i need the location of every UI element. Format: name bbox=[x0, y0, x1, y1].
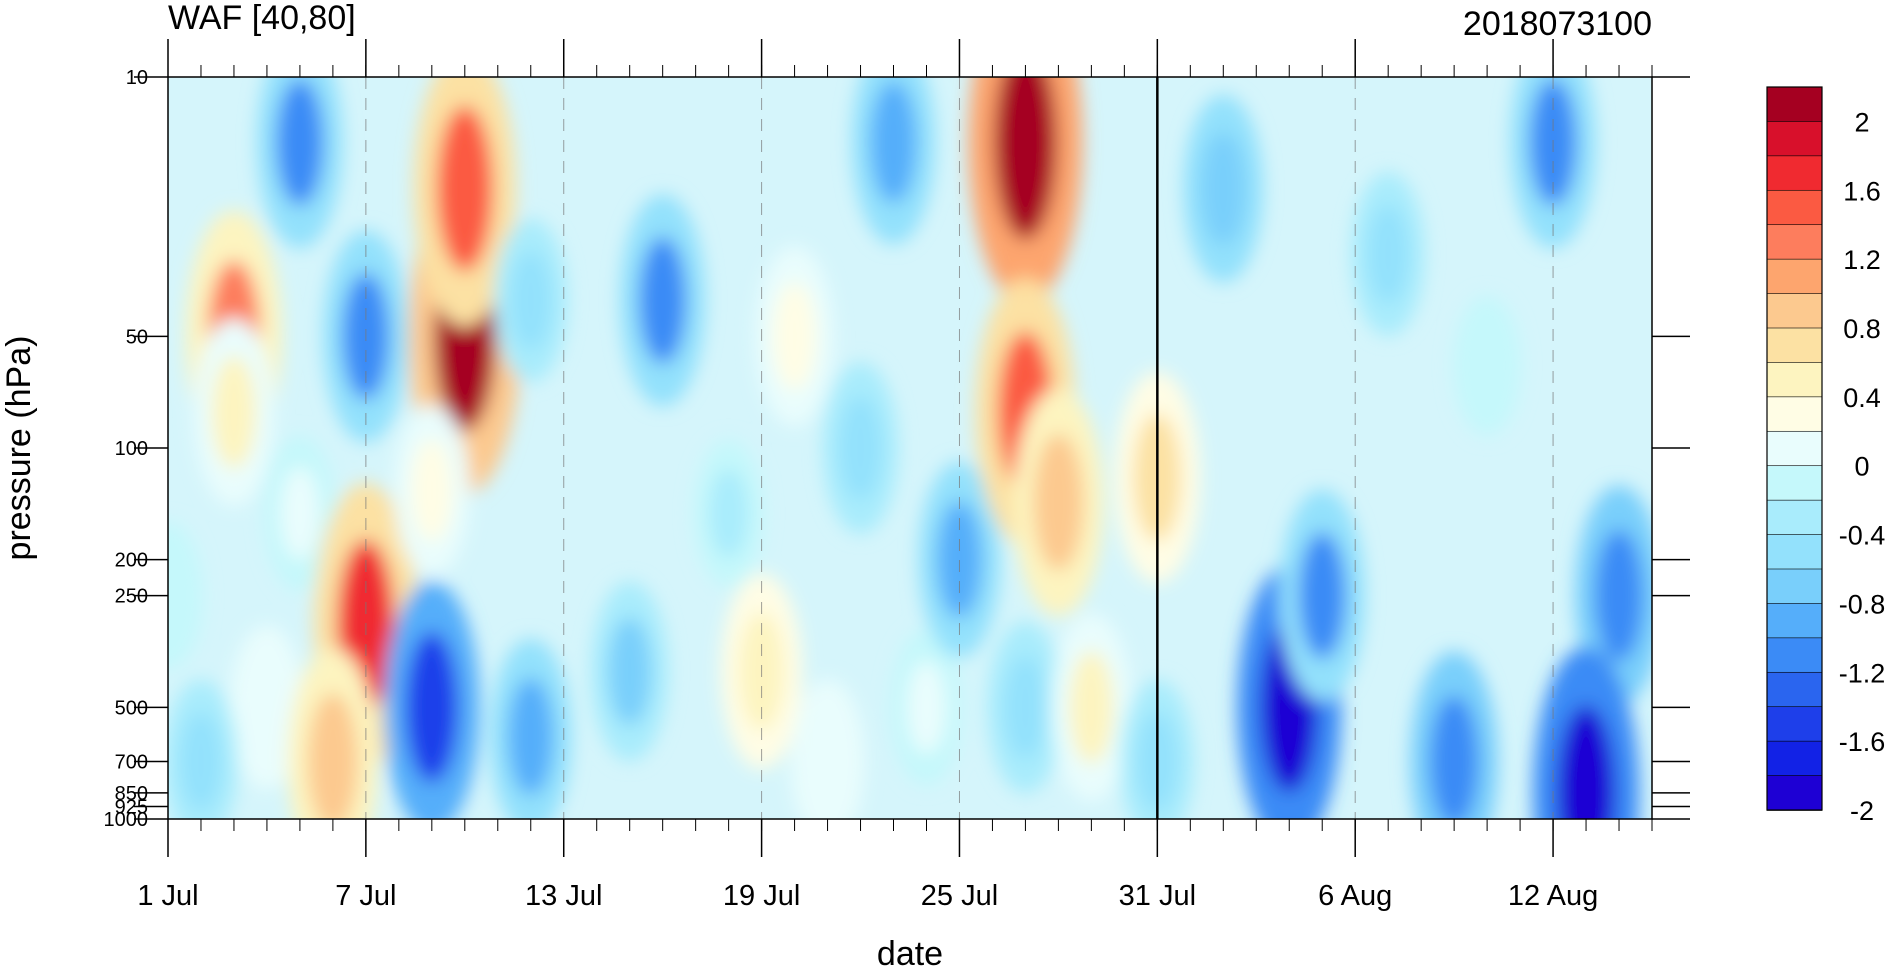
plot-area bbox=[168, 77, 1652, 819]
y-axis-label: pressure (hPa) bbox=[0, 336, 38, 561]
field-blob bbox=[839, 396, 882, 500]
field-blob bbox=[1556, 705, 1616, 819]
field-blob bbox=[436, 105, 493, 272]
field-blob bbox=[906, 660, 947, 755]
colorbar-swatch bbox=[1766, 86, 1823, 123]
field-blob bbox=[308, 693, 358, 819]
field-blob bbox=[608, 617, 652, 726]
colorbar-label: 1.6 bbox=[1843, 176, 1881, 206]
field-blob bbox=[1468, 323, 1506, 408]
y-tick-label: 1000 bbox=[104, 809, 149, 831]
chart-title-left: WAF [40,80] bbox=[168, 0, 356, 37]
field-blob bbox=[709, 468, 748, 558]
colorbar: 2 1.6 1.2 0.8 0.4 0 -0.4 -0.8 -1.2 -1.6 -2 bbox=[1766, 86, 1886, 826]
field-blob bbox=[276, 78, 324, 206]
field-blob bbox=[1069, 650, 1114, 764]
colorbar-label: 0.4 bbox=[1843, 383, 1881, 413]
colorbar-swatch bbox=[1766, 258, 1823, 295]
colorbar-swatch bbox=[1766, 121, 1823, 157]
colorbar-label: 1.2 bbox=[1843, 245, 1881, 275]
y-tick-label: 100 bbox=[115, 438, 148, 460]
colorbar-swatch bbox=[1766, 637, 1823, 674]
y-tick-label: 850 bbox=[115, 783, 148, 805]
colorbar-swatch bbox=[1766, 327, 1823, 364]
y-tick-label: 700 bbox=[115, 752, 148, 774]
x-tick-label: 31 Jul bbox=[1119, 880, 1196, 912]
x-axis-ticks: 1 Jul 7 Jul 13 Jul 19 Jul 25 Jul 31 Jul 6 Aug 1… bbox=[137, 39, 1653, 912]
field-blob bbox=[1201, 132, 1246, 246]
field-blob bbox=[1004, 655, 1047, 759]
colorbar-swatch bbox=[1766, 430, 1823, 467]
x-tick-label: 19 Jul bbox=[723, 880, 800, 912]
colorbar-swatch bbox=[1766, 706, 1823, 742]
field-blob bbox=[246, 658, 288, 757]
field-blob bbox=[508, 677, 554, 796]
field-blob bbox=[936, 500, 983, 619]
field-blob bbox=[773, 282, 817, 391]
field-blob bbox=[994, 77, 1057, 240]
colorbar-frame bbox=[1766, 86, 1823, 811]
colorbar-swatch bbox=[1766, 224, 1823, 260]
field-blob bbox=[1429, 695, 1479, 819]
colorbar-swatch bbox=[1766, 189, 1823, 226]
y-tick-label: 500 bbox=[115, 697, 148, 719]
colorbar-swatch bbox=[1766, 293, 1823, 329]
x-tick-label: 6 Aug bbox=[1318, 880, 1392, 912]
y-tick-label: 925 bbox=[115, 796, 148, 818]
field-blob bbox=[410, 438, 453, 542]
colorbar-label: -1.2 bbox=[1839, 658, 1886, 688]
field-blob bbox=[807, 712, 848, 811]
field-blob bbox=[510, 251, 552, 350]
chart-title-right: 2018073100 bbox=[1463, 5, 1652, 43]
field-blob bbox=[639, 236, 687, 364]
colorbar-swatch bbox=[1766, 603, 1823, 639]
field-blob bbox=[1298, 532, 1346, 660]
field-blob bbox=[180, 712, 222, 811]
colorbar-label: -2 bbox=[1850, 796, 1874, 826]
colorbar-label: 2 bbox=[1854, 107, 1869, 137]
colorbar-label: 0.8 bbox=[1843, 314, 1881, 344]
x-tick-label: 12 Aug bbox=[1508, 880, 1598, 912]
x-axis-label: date bbox=[877, 935, 943, 968]
field-blob bbox=[168, 551, 188, 641]
field-blob bbox=[1367, 204, 1409, 304]
colorbar-swatch bbox=[1766, 155, 1823, 192]
colorbar-swatch bbox=[1766, 499, 1823, 536]
field-blob bbox=[211, 355, 256, 469]
field-blob bbox=[1594, 529, 1644, 662]
colorbar-swatch bbox=[1766, 740, 1823, 777]
colorbar-swatch bbox=[1766, 568, 1823, 605]
field-blob bbox=[280, 466, 320, 561]
field-blob bbox=[1033, 433, 1084, 571]
y-tick-label: 50 bbox=[126, 326, 148, 348]
colorbar-swatch bbox=[1766, 671, 1823, 708]
x-tick-label: 25 Jul bbox=[921, 880, 998, 912]
y-tick-label: 200 bbox=[115, 550, 148, 572]
colorbar-swatch bbox=[1766, 396, 1823, 433]
waf-field bbox=[168, 77, 1652, 819]
colorbar-label: -0.4 bbox=[1839, 521, 1886, 551]
y-tick-label: 10 bbox=[126, 67, 148, 89]
field-blob bbox=[870, 81, 917, 204]
colorbar-swatch bbox=[1766, 534, 1823, 570]
x-tick-label: 13 Jul bbox=[525, 880, 602, 912]
colorbar-swatch bbox=[1766, 465, 1823, 501]
x-tick-label: 1 Jul bbox=[137, 880, 198, 912]
colorbar-swatch bbox=[1766, 362, 1823, 398]
colorbar-swatch bbox=[1766, 775, 1823, 811]
colorbar-label: 0 bbox=[1854, 452, 1869, 482]
field-blob bbox=[405, 631, 459, 783]
colorbar-label: -1.6 bbox=[1839, 727, 1886, 757]
x-tick-label: 7 Jul bbox=[335, 880, 396, 912]
y-tick-label: 250 bbox=[115, 586, 148, 608]
colorbar-label: -0.8 bbox=[1839, 589, 1886, 619]
